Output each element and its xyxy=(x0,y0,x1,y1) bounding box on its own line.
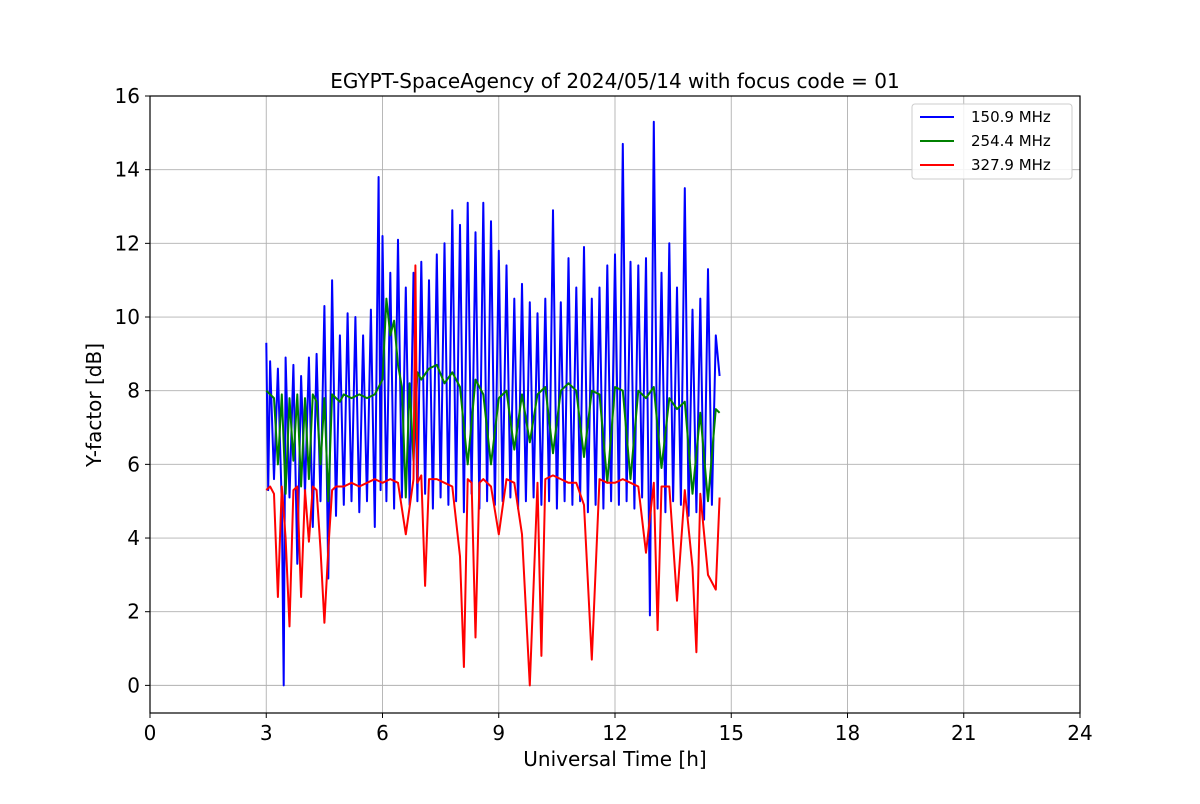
series-line-1 xyxy=(265,120,721,687)
x-tick-label: 21 xyxy=(951,721,976,745)
x-tick-label: 24 xyxy=(1067,721,1092,745)
legend: 150.9 MHz 254.4 MHz 327.9 MHz xyxy=(911,103,1073,180)
x-axis-label: Universal Time [h] xyxy=(523,747,706,771)
y-tick-label: 8 xyxy=(127,379,140,403)
x-tick-label: 0 xyxy=(144,721,157,745)
x-tick-label: 6 xyxy=(376,721,389,745)
y-tick-label: 16 xyxy=(115,84,140,108)
y-tick-label: 6 xyxy=(127,452,140,476)
legend-label: 150.9 MHz xyxy=(971,108,1051,126)
y-tick-label: 2 xyxy=(127,600,140,624)
x-tick-label: 12 xyxy=(602,721,627,745)
y-axis-label: Y-factor [dB] xyxy=(82,343,106,468)
y-tick-label: 0 xyxy=(127,673,140,697)
series-line-2 xyxy=(265,297,721,503)
legend-box xyxy=(911,103,1073,180)
y-tick-label: 14 xyxy=(115,158,140,182)
y-tick-label: 10 xyxy=(115,305,140,329)
legend-label: 327.9 MHz xyxy=(971,156,1051,174)
x-tick-label: 9 xyxy=(492,721,505,745)
data-series xyxy=(265,120,721,687)
x-tick-label: 15 xyxy=(719,721,744,745)
x-tick-label: 18 xyxy=(835,721,860,745)
series-line-3 xyxy=(265,264,721,687)
x-tick-label: 3 xyxy=(260,721,273,745)
chart-title: EGYPT-SpaceAgency of 2024/05/14 with foc… xyxy=(330,69,899,93)
x-axis-ticks: 0 3 6 9 12 15 18 21 24 xyxy=(144,713,1093,745)
y-tick-label: 4 xyxy=(127,526,140,550)
y-axis-ticks: 0 2 4 6 8 10 12 14 16 xyxy=(115,84,150,697)
y-tick-label: 12 xyxy=(115,231,140,255)
legend-label: 254.4 MHz xyxy=(971,132,1051,150)
